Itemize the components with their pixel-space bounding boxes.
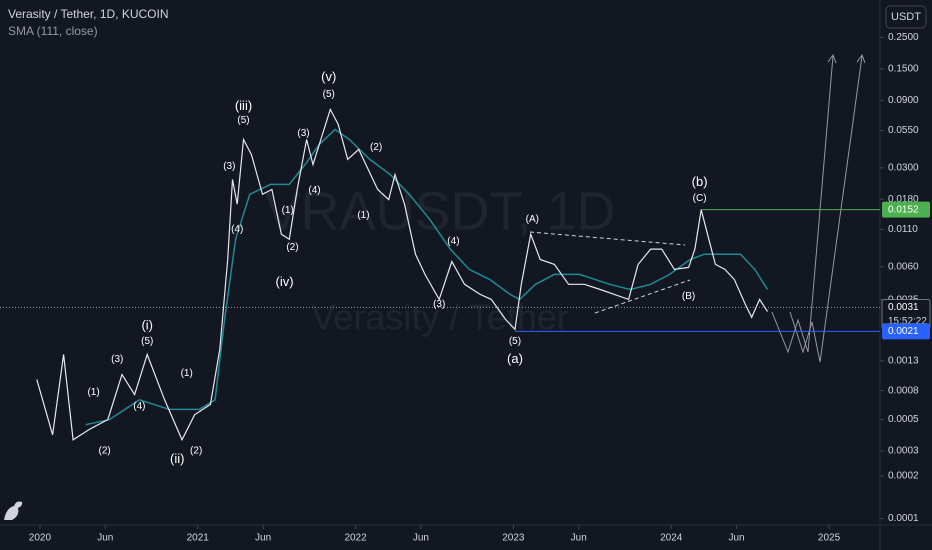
wave-label: (iv) bbox=[276, 274, 294, 289]
y-tick-label: 0.0001 bbox=[888, 513, 919, 524]
currency-label[interactable]: USDT bbox=[891, 11, 921, 23]
wave-label: (5) bbox=[237, 115, 249, 126]
currency-button[interactable] bbox=[885, 5, 927, 29]
wave-label: (iii) bbox=[235, 98, 252, 113]
x-tick-label: Jun bbox=[255, 533, 271, 544]
wave-label: (3) bbox=[111, 354, 123, 365]
wave-label: (2) bbox=[370, 142, 382, 153]
wave-label: (4) bbox=[133, 401, 145, 412]
x-tick-label: Jun bbox=[571, 533, 587, 544]
y-tick-label: 0.0900 bbox=[888, 95, 919, 106]
y-tick-label: 0.0013 bbox=[888, 355, 919, 366]
x-tick-label: Jun bbox=[728, 533, 744, 544]
price-tag bbox=[882, 201, 930, 218]
y-tick-label: 0.0110 bbox=[888, 224, 918, 235]
y-tick-label: 0.0060 bbox=[888, 261, 919, 272]
wave-label: (1) bbox=[87, 387, 99, 398]
wave-label: (4) bbox=[308, 185, 320, 196]
wave-label: (4) bbox=[447, 236, 459, 247]
wave-label: (B) bbox=[682, 291, 695, 302]
wave-label: (b) bbox=[692, 174, 708, 189]
x-tick-label: 2023 bbox=[502, 533, 525, 544]
projection bbox=[789, 53, 866, 363]
wave-label: (5) bbox=[141, 336, 153, 347]
wave-label: (5) bbox=[323, 89, 335, 100]
wave-label: (C) bbox=[693, 193, 707, 204]
wave-label: (a) bbox=[507, 351, 523, 366]
wave-label: (2) bbox=[99, 446, 111, 457]
sma-line bbox=[85, 128, 769, 426]
x-tick-label: Jun bbox=[97, 533, 113, 544]
indicator-label: SMA (111, close) bbox=[8, 24, 98, 38]
wave-label: (3) bbox=[223, 161, 235, 172]
y-tick-label: 0.0005 bbox=[888, 414, 919, 425]
projection bbox=[771, 53, 837, 354]
y-tick-label: 0.2500 bbox=[888, 32, 919, 43]
wave-label: (4) bbox=[231, 224, 243, 235]
wave-label: (2) bbox=[190, 446, 202, 457]
y-tick-label: 0.0180 bbox=[888, 194, 919, 205]
chart-title: Verasity / Tether, 1D, KUCOIN bbox=[8, 7, 169, 21]
price-line bbox=[36, 107, 769, 442]
countdown: 15:52:22 bbox=[888, 316, 927, 327]
x-tick-label: 2021 bbox=[187, 533, 210, 544]
x-tick-label: Jun bbox=[413, 533, 429, 544]
watermark: VRAUSDT, 1D bbox=[264, 181, 615, 241]
wave-label: (3) bbox=[297, 128, 309, 139]
y-tick-label: 0.0550 bbox=[888, 125, 919, 136]
trend-line bbox=[594, 279, 691, 314]
y-tick-label: 0.0003 bbox=[888, 446, 919, 457]
x-tick-label: 2020 bbox=[29, 533, 52, 544]
y-tick-label: 0.0008 bbox=[888, 385, 919, 396]
wave-label: (1) bbox=[357, 210, 369, 221]
plot bbox=[36, 107, 769, 442]
price-tag-label: 0.0031 bbox=[888, 302, 919, 313]
price-tag-label: 0.0152 bbox=[888, 204, 919, 215]
watermark: Verasity / Tether bbox=[311, 297, 568, 338]
wave-label: (i) bbox=[141, 318, 153, 333]
x-tick-label: 2024 bbox=[660, 533, 683, 544]
price-tag bbox=[882, 323, 930, 340]
price-tag-label: 0.0021 bbox=[888, 326, 919, 337]
y-tick-label: 0.0002 bbox=[888, 471, 919, 482]
y-tick-label: 0.1500 bbox=[888, 64, 919, 75]
wave-label: (2) bbox=[286, 242, 298, 253]
logo bbox=[4, 501, 23, 520]
y-tick-label: 0.0300 bbox=[888, 162, 919, 173]
trend-line bbox=[529, 231, 686, 246]
wave-label: (1) bbox=[181, 368, 193, 379]
x-tick-label: 2025 bbox=[818, 533, 841, 544]
wave-label: (v) bbox=[321, 69, 336, 84]
wave-label: (5) bbox=[509, 336, 521, 347]
wave-label: (A) bbox=[526, 214, 539, 225]
x-tick-label: 2022 bbox=[344, 533, 367, 544]
wave-label: (3) bbox=[433, 299, 445, 310]
wave-label: (ii) bbox=[170, 451, 184, 466]
wave-label: (1) bbox=[282, 205, 294, 216]
